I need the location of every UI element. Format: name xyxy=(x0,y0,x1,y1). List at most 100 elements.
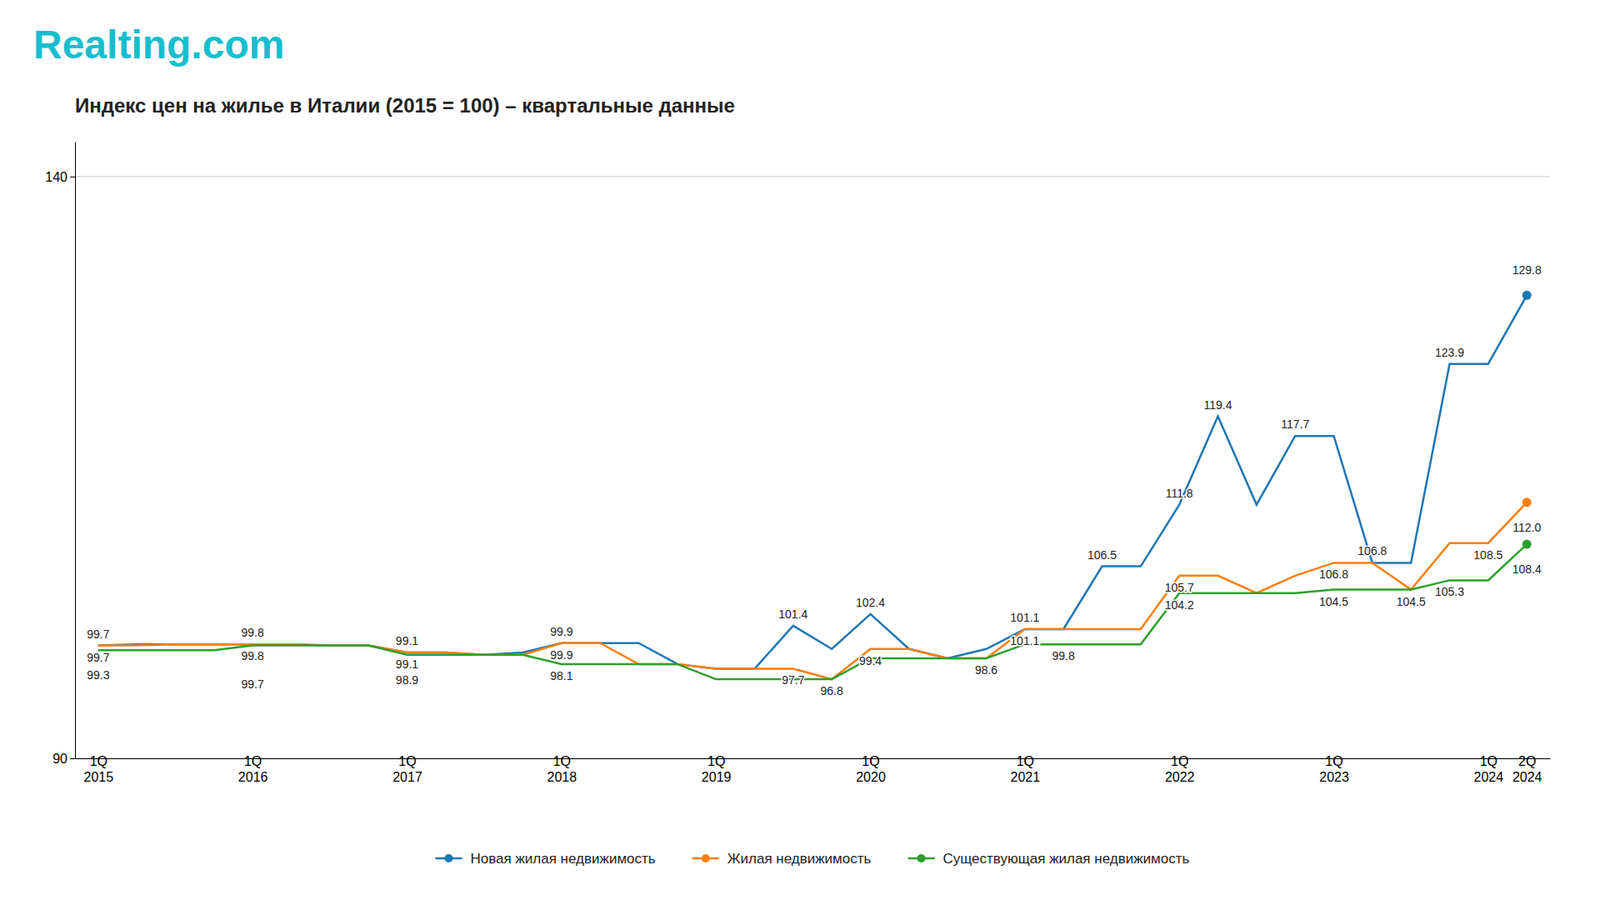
x-tick-label-line: 2020 xyxy=(855,770,886,785)
data-label: 123.9 xyxy=(1435,345,1465,360)
data-label: 99.8 xyxy=(241,649,265,663)
data-label: 104.2 xyxy=(1165,598,1195,612)
x-tick: 1Q2015 xyxy=(84,754,115,785)
x-tick-label-line: 2019 xyxy=(701,770,732,785)
x-tick-label-line: 2024 xyxy=(1512,770,1543,785)
plot-area: 901401Q20151Q20161Q20171Q20181Q20191Q202… xyxy=(45,142,1550,785)
y-tick-mark xyxy=(70,758,75,760)
x-tick-label-line: 1Q xyxy=(244,754,262,769)
x-tick-label: 1Q2018 xyxy=(547,754,578,785)
legend-swatch-dot xyxy=(701,854,710,863)
legend-label: Новая жилая недвижимость xyxy=(470,850,655,867)
x-tick-label-line: 2018 xyxy=(547,770,578,785)
x-tick-label-line: 1Q xyxy=(90,754,108,769)
y-axis: 90 140 xyxy=(45,142,75,766)
data-label: 106.8 xyxy=(1319,567,1349,581)
x-tick-label: 1Q2020 xyxy=(855,754,886,785)
x-tick: 2Q2024 xyxy=(1512,754,1543,785)
chart-svg: Realting.comИндекс цен на жилье в Италии… xyxy=(0,0,1600,900)
data-label: 99.9 xyxy=(550,625,573,639)
legend-swatch-dot xyxy=(917,854,926,863)
legend-label: Жилая недвижимость xyxy=(727,850,872,867)
x-tick-label-line: 2015 xyxy=(84,770,115,785)
x-tick-label-line: 1Q xyxy=(398,754,416,769)
x-tick: 1Q2017 xyxy=(392,754,423,785)
x-tick-label: 1Q2021 xyxy=(1010,754,1041,785)
data-label: 111.8 xyxy=(1165,486,1194,500)
x-tick: 1Q2022 xyxy=(1165,754,1195,785)
x-tick-label: 2Q2024 xyxy=(1512,754,1543,785)
data-label: 104.5 xyxy=(1319,595,1349,609)
x-tick-label-line: 2Q xyxy=(1518,754,1536,769)
data-label: 96.8 xyxy=(820,684,844,698)
x-tick-label: 1Q2017 xyxy=(392,754,423,785)
x-tick-label-line: 1Q xyxy=(1170,754,1189,769)
data-label: 106.5 xyxy=(1087,548,1117,562)
data-label: 99.7 xyxy=(86,627,110,641)
data-label: 101.1 xyxy=(1010,634,1040,648)
data-label: 104.5 xyxy=(1396,595,1426,609)
grid-line xyxy=(75,175,1550,177)
data-labels: 99.7 99.8 99.1 99.9 101.4 102.4 101.1 106.5 111.… xyxy=(86,263,1542,698)
end-dot xyxy=(1522,540,1532,550)
data-label: 117.7 xyxy=(1280,417,1310,431)
x-tick-label-line: 2016 xyxy=(238,770,269,785)
chart-container: Realting.comИндекс цен на жилье в Италии… xyxy=(0,0,1600,900)
data-label: 99.3 xyxy=(86,668,110,682)
x-tick: 1Q2019 xyxy=(701,754,732,785)
x-tick-label: 1Q2019 xyxy=(701,754,732,785)
data-label: 101.4 xyxy=(778,607,808,621)
y-tick-label: 140 xyxy=(45,170,68,185)
y-tick: 90 xyxy=(52,751,75,766)
data-label: 98.6 xyxy=(975,663,998,677)
x-tick-label-line: 1Q xyxy=(1480,754,1498,769)
x-tick-label-line: 2017 xyxy=(392,770,423,785)
x-tick-label-line: 2022 xyxy=(1165,770,1195,785)
x-tick: 1Q2016 xyxy=(238,754,269,785)
x-tick-label-line: 1Q xyxy=(1325,754,1343,769)
data-label: 105.3 xyxy=(1435,585,1465,599)
data-label: 101.1 xyxy=(1010,610,1040,625)
data-label: 99.8 xyxy=(1052,649,1075,663)
x-tick-label-line: 1Q xyxy=(553,754,571,769)
x-tick-label: 1Q2016 xyxy=(238,754,269,785)
data-label: 99.7 xyxy=(86,650,110,665)
x-tick: 1Q2018 xyxy=(547,754,578,785)
x-tick-label-line: 2023 xyxy=(1319,770,1350,785)
series-line xyxy=(98,295,1527,669)
data-label: 99.1 xyxy=(395,657,419,671)
legend-item: Жилая недвижимость xyxy=(692,850,872,867)
x-tick: 1Q2021 xyxy=(1010,754,1041,785)
data-label: 98.9 xyxy=(395,673,419,687)
y-tick-mark xyxy=(70,176,75,178)
x-tick-label: 1Q2023 xyxy=(1319,754,1350,785)
y-tick-label: 90 xyxy=(52,751,68,766)
legend: Новая жилая недвижимость Жилая недвижимос… xyxy=(435,850,1190,867)
marks xyxy=(98,290,1532,680)
y-axis-line xyxy=(75,142,76,760)
y-tick: 140 xyxy=(45,170,75,185)
end-dot xyxy=(1522,290,1532,300)
data-label: 102.4 xyxy=(855,595,885,610)
x-tick-label-line: 2021 xyxy=(1010,770,1041,785)
data-label: 99.1 xyxy=(395,634,419,648)
legend-label: Существующая жилая недвижимость xyxy=(943,850,1190,867)
legend-item: Новая жилая недвижимость xyxy=(435,850,655,867)
data-label: 112.0 xyxy=(1512,520,1541,535)
x-tick-label-line: 1Q xyxy=(707,754,725,769)
data-label: 106.8 xyxy=(1357,544,1387,558)
x-tick-label-line: 1Q xyxy=(1016,754,1035,769)
data-label: 99.4 xyxy=(859,654,882,668)
data-label: 99.8 xyxy=(241,625,265,640)
x-tick-label-line: 1Q xyxy=(861,754,880,769)
x-tick: 1Q2020 xyxy=(855,754,886,785)
data-label: 119.4 xyxy=(1204,398,1233,412)
x-tick-label-line: 2024 xyxy=(1474,770,1505,785)
data-label: 108.4 xyxy=(1512,562,1542,576)
data-label: 99.9 xyxy=(550,648,573,662)
legend-swatch-dot xyxy=(444,854,453,863)
x-tick-label: 1Q2015 xyxy=(84,754,115,785)
x-tick-label: 1Q2022 xyxy=(1165,754,1195,785)
series-line xyxy=(98,544,1527,680)
data-label: 97.7 xyxy=(781,673,805,687)
